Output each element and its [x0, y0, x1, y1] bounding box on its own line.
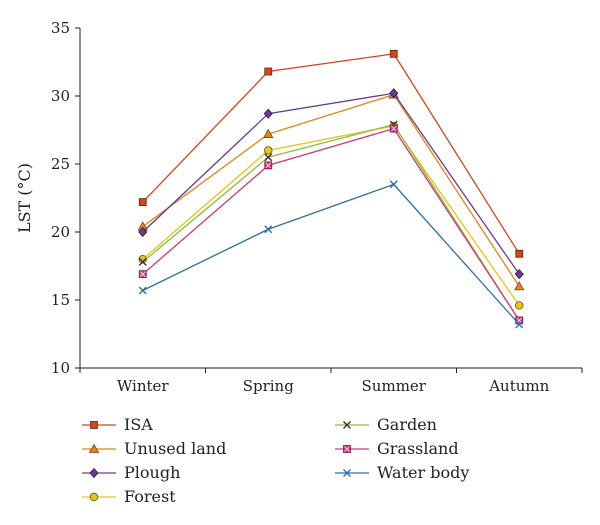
legend-marker: [89, 467, 99, 479]
legend-item: ISA: [82, 415, 153, 434]
series-group: [137, 49, 525, 329]
data-point: [515, 301, 524, 310]
legend-item: Plough: [82, 463, 180, 482]
data-point: [138, 226, 148, 238]
series-plough: [138, 88, 524, 280]
series-line: [142, 93, 520, 287]
series-unused-land: [137, 89, 525, 291]
data-point: [138, 257, 147, 266]
data-point: [515, 249, 524, 258]
y-tick-label: 30: [51, 87, 70, 105]
legend-label: Grassland: [377, 439, 459, 458]
legend-marker: [343, 421, 351, 429]
legend-item: Garden: [335, 415, 437, 434]
legend-marker: [90, 421, 98, 429]
x-tick-label: Winter: [117, 377, 170, 395]
x-ticks: Winter Spring Summer Autumn: [79, 368, 583, 395]
y-tick-label: 25: [51, 155, 70, 173]
series-line: [142, 123, 520, 321]
legend-label: Plough: [124, 463, 180, 482]
series-forest: [138, 121, 524, 310]
series-garden: [138, 120, 524, 325]
y-tick-label: 20: [51, 223, 70, 241]
data-point: [264, 146, 273, 155]
data-point-cross: [265, 162, 272, 169]
data-point: [389, 49, 398, 58]
series-line: [142, 53, 520, 255]
data-point: [263, 128, 274, 138]
series-line: [142, 92, 520, 275]
legend-marker: [88, 443, 100, 453]
series-water-body: [138, 180, 524, 329]
legend-item: Unused land: [82, 439, 226, 458]
legend-label: Unused land: [124, 439, 226, 458]
legend-item: Water body: [335, 463, 469, 482]
data-point-cross: [390, 125, 397, 132]
data-point: [264, 67, 273, 76]
series-grassland: [138, 124, 524, 325]
series-line: [142, 127, 520, 321]
data-point: [389, 88, 399, 99]
legend-item: Grassland: [335, 439, 459, 458]
legend: ISA Unused land Plough Forest Garden Grasslan…: [82, 415, 469, 506]
axes: [79, 28, 582, 369]
legend-marker: [89, 492, 99, 502]
x-tick-label: Spring: [243, 377, 295, 395]
x-tick-label: Autumn: [488, 377, 549, 395]
legend-label: Forest: [124, 487, 176, 506]
legend-label: Water body: [377, 463, 469, 482]
legend-label: Garden: [377, 415, 437, 434]
data-point: [264, 153, 273, 162]
data-point: [515, 320, 524, 329]
legend-item: Forest: [82, 487, 176, 506]
x-tick-label: Summer: [362, 377, 427, 395]
legend-marker-cross: [344, 446, 350, 452]
y-ticks: 10 15 20 25 30 35: [51, 19, 80, 377]
legend-label: ISA: [124, 415, 153, 434]
data-point: [138, 286, 147, 295]
data-point: [514, 269, 524, 280]
data-point: [263, 108, 273, 119]
y-tick-label: 35: [51, 19, 70, 37]
series-line: [142, 125, 520, 306]
data-point: [389, 180, 398, 189]
data-point: [138, 198, 147, 206]
y-axis-label: LST (°C): [15, 163, 34, 233]
data-point-cross: [139, 271, 146, 277]
series-isa: [138, 49, 524, 258]
data-point: [264, 225, 273, 234]
legend-marker: [343, 469, 351, 477]
y-tick-label: 10: [51, 359, 70, 377]
y-tick-label: 15: [51, 291, 70, 309]
series-line: [142, 183, 520, 325]
data-point: [514, 281, 525, 291]
